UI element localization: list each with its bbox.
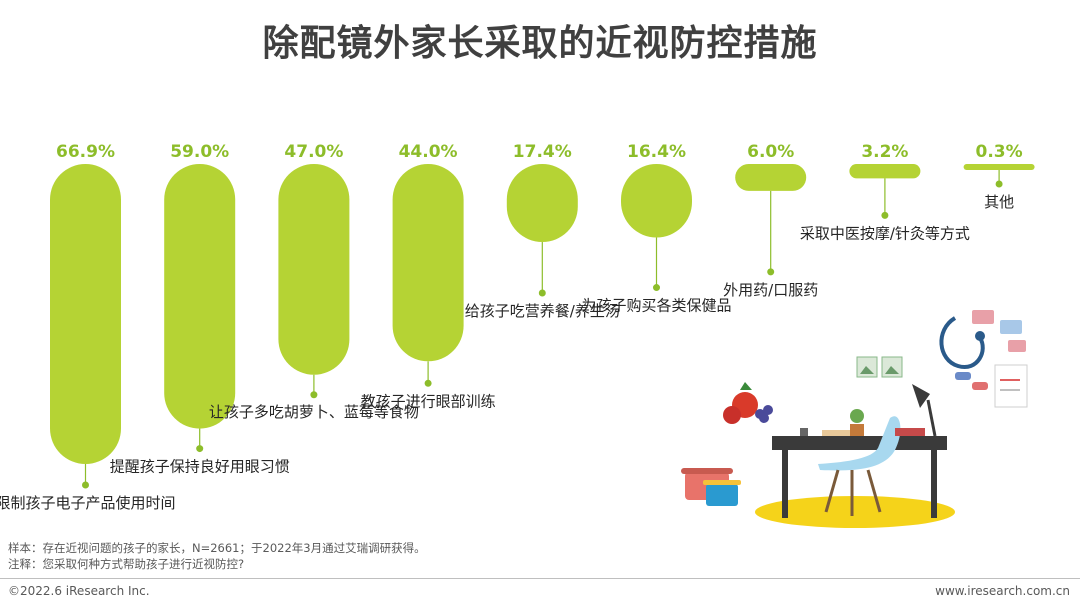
leader-dot-3: [310, 391, 318, 399]
leader-dot-2: [196, 445, 204, 453]
leader-dot-8: [881, 211, 889, 219]
desk-leg-right: [931, 450, 937, 518]
category-label-5: 给孩子吃营养餐/养生汤: [465, 302, 620, 320]
category-label-6: 为孩子购买各类保健品: [581, 297, 731, 315]
website-link[interactable]: www.iresearch.com.cn: [935, 584, 1070, 598]
plant-leaves: [850, 409, 864, 423]
pill-pack-icon: [972, 310, 994, 324]
bar-6: [621, 164, 692, 238]
stethoscope-icon: [939, 316, 985, 369]
leader-dot-4: [424, 379, 432, 387]
leader-dot-1: [82, 481, 89, 489]
desk-leg-left: [782, 450, 788, 518]
bar-9: [963, 164, 1035, 170]
bar-3: [278, 164, 350, 375]
pill-pack-icon: [1008, 340, 1026, 352]
leader-dot-5: [538, 289, 546, 297]
leader-dot-6: [653, 284, 660, 292]
page-title: 除配镜外家长采取的近视防控措施: [262, 23, 818, 64]
chart-notes: 样本：存在近视问题的孩子的家长，N=2661；于2022年3月通过艾瑞调研获得。…: [8, 540, 426, 572]
value-label-1: 66.9%: [56, 142, 115, 162]
lamp-icon: [912, 384, 930, 408]
chair-illustration: [818, 416, 901, 471]
category-label-2: 提醒孩子保持良好用眼习惯: [110, 458, 290, 476]
value-label-7: 6.0%: [747, 142, 794, 162]
bar-7: [735, 164, 807, 191]
bar-2: [164, 164, 236, 429]
sample-note: 样本：存在近视问题的孩子的家长，N=2661；于2022年3月通过艾瑞调研获得。: [8, 541, 426, 555]
category-label-1: 限制孩子电子产品使用时间: [0, 494, 176, 512]
value-label-4: 44.0%: [399, 142, 458, 162]
value-label-3: 47.0%: [284, 142, 343, 162]
category-label-4: 教孩子进行眼部训练: [361, 392, 496, 410]
value-label-8: 3.2%: [861, 142, 908, 162]
bar-1: [50, 164, 121, 464]
copyright: ©2022.6 iResearch Inc.: [8, 584, 150, 598]
bar-8: [849, 164, 921, 179]
value-label-6: 16.4%: [627, 142, 686, 162]
desk-top: [772, 436, 947, 450]
desk-illustration: [681, 310, 1028, 528]
category-label-3: 让孩子多吃胡萝卜、蓝莓等食物: [209, 403, 419, 421]
medical-report-icon: [994, 364, 1028, 408]
cooking-pot-icon: [706, 484, 738, 506]
rug-illustration: [755, 496, 955, 528]
value-label-5: 17.4%: [513, 142, 572, 162]
pill-pack-icon: [1000, 320, 1022, 334]
bar-4: [392, 164, 464, 362]
category-label-8: 采取中医按摩/针灸等方式: [800, 224, 970, 242]
bar-5: [506, 164, 578, 243]
category-label-7: 外用药/口服药: [723, 281, 818, 299]
leader-dot-9: [995, 180, 1003, 188]
value-label-2: 59.0%: [170, 142, 229, 162]
footer-divider: [0, 578, 1080, 579]
leader-dot-7: [767, 268, 775, 276]
value-label-9: 0.3%: [976, 142, 1023, 162]
category-label-9: 其他: [984, 193, 1014, 211]
question-note: 注释：您采取何种方式帮助孩子进行近视防控?: [8, 557, 245, 571]
plant-pot: [850, 424, 864, 436]
bar-chart: 66.9% 限制孩子电子产品使用时间 59.0% 提醒孩子保持良好用眼习惯 47.0% 让…: [0, 142, 1035, 512]
